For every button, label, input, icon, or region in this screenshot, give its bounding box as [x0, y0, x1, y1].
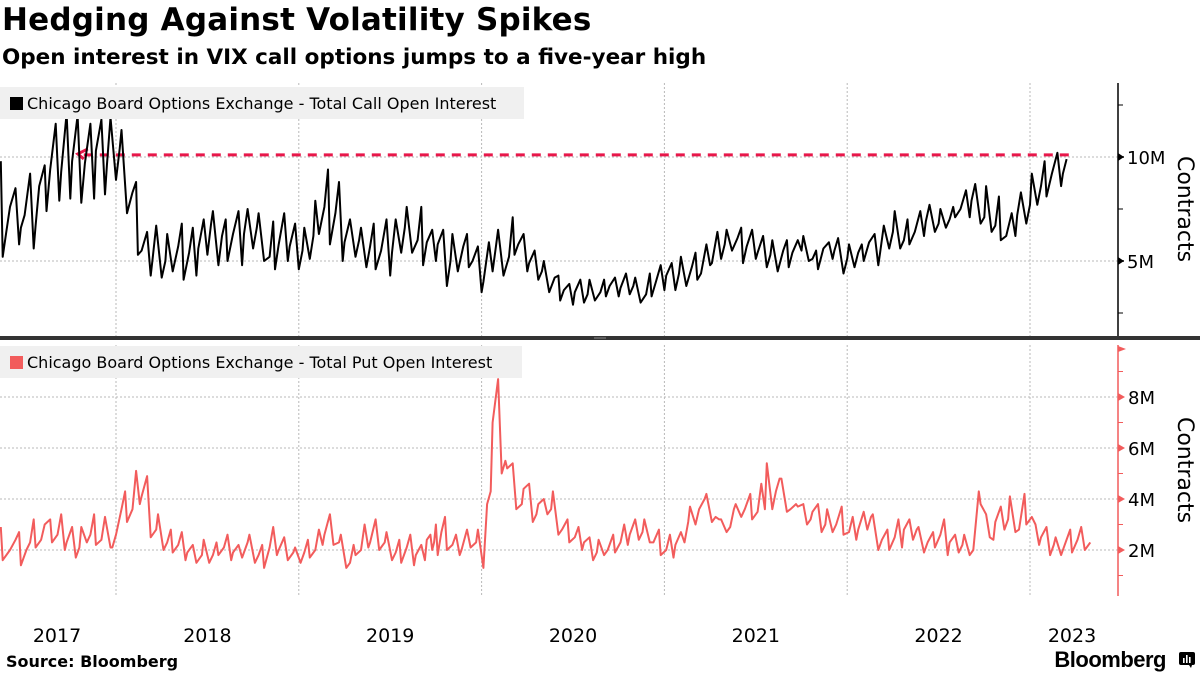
- put-legend-swatch: [10, 355, 23, 369]
- x-tick-label: 2017: [33, 625, 81, 647]
- x-tick-label: 2021: [732, 625, 780, 647]
- bottom-axis-top-marker: [1118, 346, 1126, 352]
- bottom-tick-marker: [1118, 393, 1125, 401]
- chart-subtitle: Open interest in VIX call options jumps …: [2, 45, 707, 70]
- put-open-interest-series: [0, 378, 1092, 569]
- top-y-axis-title: Contracts: [1172, 156, 1197, 262]
- axes: [0, 83, 1200, 596]
- bottom-y-tick-label: 6M: [1128, 439, 1155, 460]
- x-tick-label: 2023: [1048, 625, 1096, 647]
- bottom-y-tick-label: 2M: [1128, 541, 1155, 562]
- bottom-tick-marker: [1118, 444, 1125, 452]
- top-panel-grid: [0, 156, 1118, 262]
- bottom-y-tick-label: 8M: [1128, 388, 1155, 409]
- x-tick-label: 2019: [366, 625, 414, 647]
- call-open-interest-series: [0, 0, 1091, 306]
- bottom-y-axis-title: Contracts: [1172, 417, 1197, 523]
- call-legend-swatch: [10, 96, 23, 110]
- bottom-tick-marker: [1118, 546, 1125, 554]
- bottom-y-tick-label: 4M: [1128, 490, 1155, 511]
- chart-title: Hedging Against Volatility Spikes: [2, 2, 592, 38]
- put-series-line: [0, 378, 1092, 569]
- bottom-panel-grid: [0, 396, 1118, 551]
- top-y-tick-label: 10M: [1127, 148, 1165, 169]
- x-tick-label: 2018: [183, 625, 231, 647]
- top-tick-marker: [1118, 257, 1124, 265]
- bottom-legend: Chicago Board Options Exchange - Total P…: [0, 346, 522, 378]
- bottom-legend-label: Chicago Board Options Exchange - Total P…: [27, 352, 493, 372]
- x-tick-labels: 2017 2018 2019 2020 2021 2022 2023: [33, 625, 1096, 647]
- annotation-arrow-icon: [75, 147, 89, 161]
- y-tick-labels: 5M 10M 2M 4M 6M 8M: [1127, 148, 1165, 562]
- five-year-high-annotation: [75, 147, 1073, 161]
- top-tick-marker: [1118, 153, 1124, 161]
- x-tick-label: 2022: [914, 625, 962, 647]
- top-legend-label: Chicago Board Options Exchange - Total C…: [27, 93, 497, 113]
- x-tick-label: 2020: [549, 625, 597, 647]
- call-series-line: [0, 112, 1068, 306]
- top-y-tick-label: 5M: [1127, 252, 1154, 273]
- bottom-tick-marker: [1118, 495, 1125, 503]
- bloomberg-terminal-icon: [1179, 652, 1195, 668]
- source-note: Source: Bloomberg: [6, 652, 179, 671]
- top-legend: Chicago Board Options Exchange - Total C…: [0, 87, 524, 119]
- bloomberg-logo: Bloomberg: [1054, 647, 1166, 672]
